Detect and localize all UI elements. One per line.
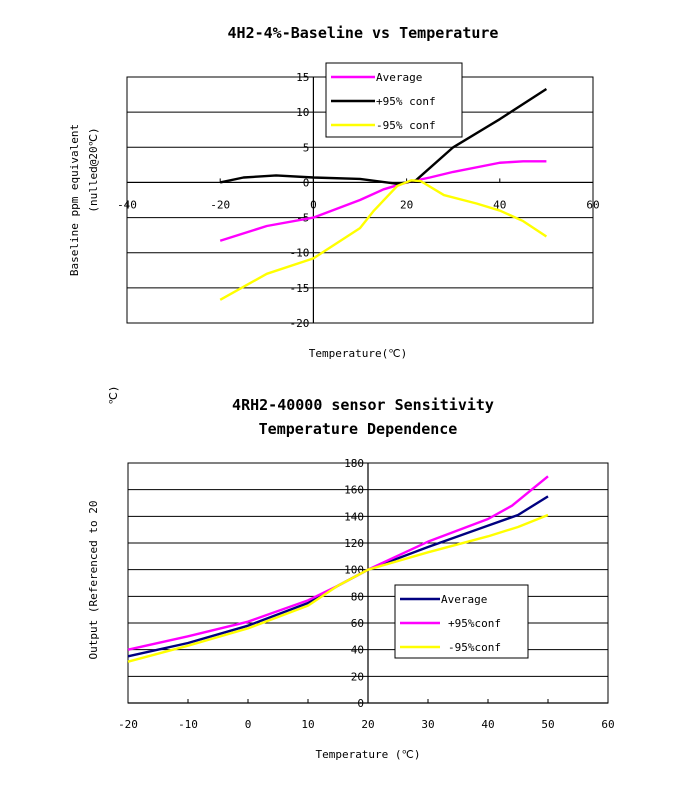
x-tick-label: 40 (493, 198, 506, 211)
x-tick-label: 0 (245, 718, 252, 731)
x-tick-label: -10 (178, 718, 198, 731)
y-tick-label: -15 (290, 282, 310, 295)
y-tick-label: 15 (296, 71, 309, 84)
y-tick-label: -5 (296, 212, 309, 225)
legend-label: Average (376, 71, 422, 84)
y-tick-label: 160 (344, 484, 364, 497)
x-tick-label: -40 (117, 198, 137, 211)
x-tick-label: 20 (400, 198, 413, 211)
x-axis-label: Temperature(℃) (309, 347, 407, 360)
x-tick-label: 10 (301, 718, 314, 731)
y-tick-label: 80 (351, 590, 364, 603)
series-line-3 (219, 179, 548, 301)
x-tick-label: 0 (310, 198, 317, 211)
y-tick-label: 10 (296, 106, 309, 119)
y-tick-label: 20 (351, 670, 364, 683)
series-line-2 (219, 87, 548, 186)
x-tick-label: 40 (481, 718, 494, 731)
x-axis-label: Temperature (℃) (315, 748, 420, 761)
y-tick-label: 140 (344, 510, 364, 523)
legend-label: -95% conf (376, 119, 436, 132)
legend-label: +95%conf (448, 617, 501, 630)
y-axis-label: Baseline ppm equivalent (68, 124, 81, 276)
series-line-3 (127, 513, 549, 663)
x-tick-label: 60 (586, 198, 599, 211)
x-tick-label: 60 (601, 718, 614, 731)
y-tick-label: 180 (344, 457, 364, 470)
y-tick-label: 0 (303, 176, 310, 189)
x-tick-label: 50 (541, 718, 554, 731)
chart-subtitle: Temperature Dependence (259, 420, 458, 438)
y-tick-label: -10 (290, 247, 310, 260)
legend-label: -95%conf (448, 641, 501, 654)
legend-label: Average (441, 593, 487, 606)
y-axis-label: Output (Referenced to 20 (87, 501, 100, 660)
y-tick-label: 5 (303, 141, 310, 154)
chart-1: 4H2-4%-Baseline vs Temperature151050-5-1… (68, 24, 600, 360)
y-axis-label-2: (nulled@20℃) (87, 127, 100, 212)
y-tick-label: 60 (351, 617, 364, 630)
y-tick-label: -20 (290, 317, 310, 330)
x-tick-label: 30 (421, 718, 434, 731)
chart-2: 4RH2-40000 sensor Sensitivity Temperature… (87, 386, 615, 761)
x-tick-label: 20 (361, 718, 374, 731)
chart-title: 4RH2-40000 sensor Sensitivity (232, 396, 494, 414)
y-tick-label: 120 (344, 537, 364, 550)
legend-label: +95% conf (376, 95, 436, 108)
y-tick-label: 40 (351, 644, 364, 657)
y-axis-label-2: ℃) (107, 386, 120, 405)
y-tick-label: 0 (357, 697, 364, 710)
chart-title: 4H2-4%-Baseline vs Temperature (228, 24, 499, 42)
x-tick-label: -20 (210, 198, 230, 211)
x-tick-label: -20 (118, 718, 138, 731)
